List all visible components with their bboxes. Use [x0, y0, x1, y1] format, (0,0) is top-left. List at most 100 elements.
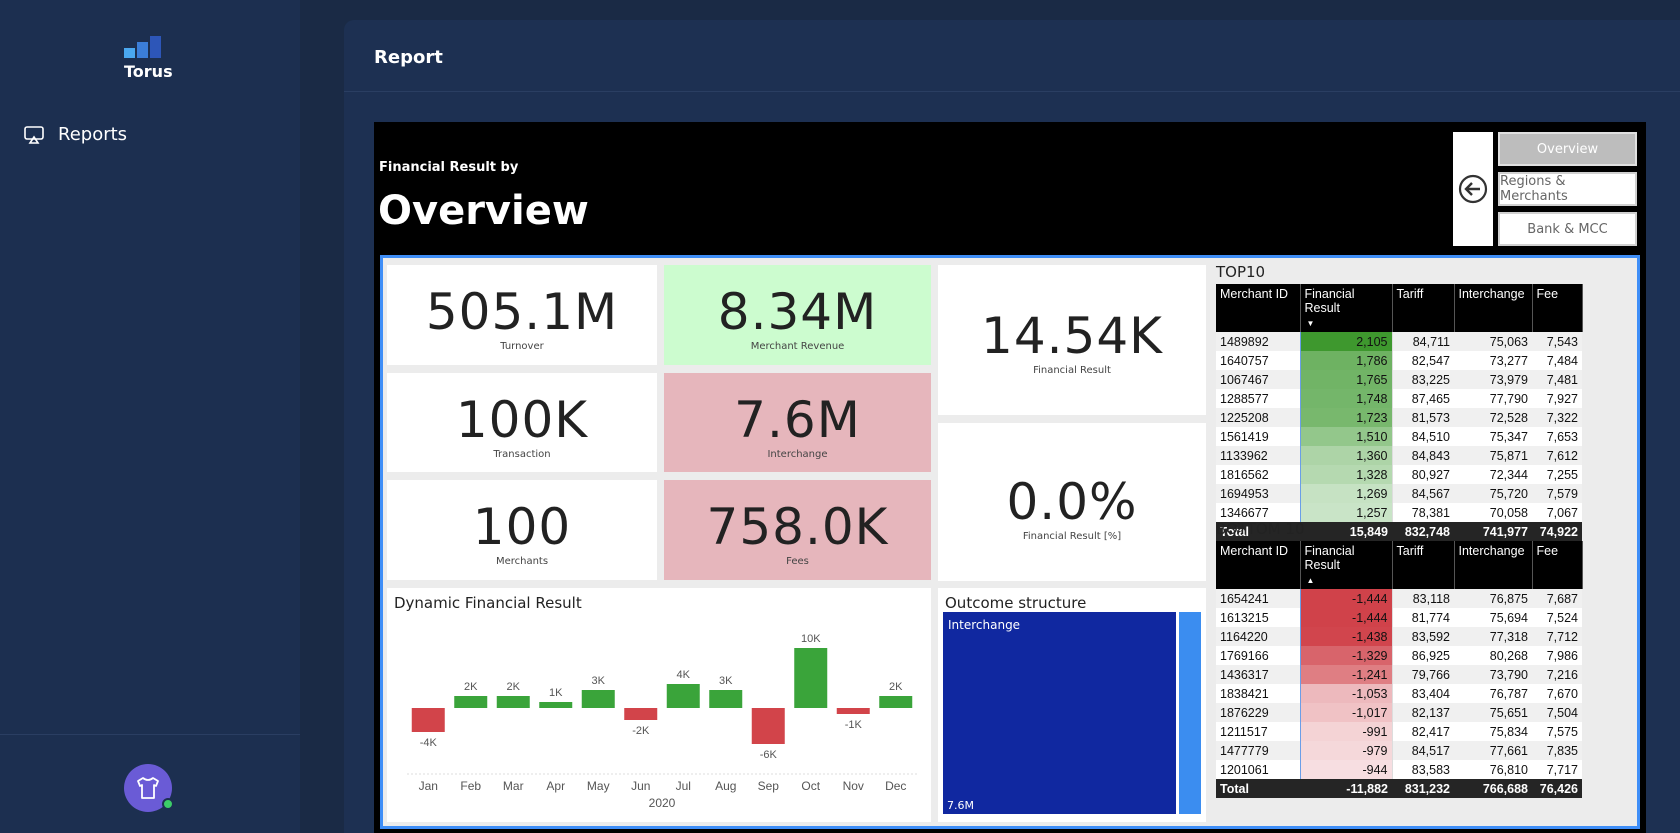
table-cell: 1694953 — [1216, 484, 1300, 503]
kpi-merchants[interactable]: 100 Merchants — [387, 480, 657, 580]
kpi-financial-result-pct[interactable]: 0.0% Financial Result [%] — [938, 423, 1206, 581]
table-row[interactable]: 1436317 -1,241 79,766 73,790 7,216 — [1216, 665, 1582, 684]
dynamic-financial-result-chart[interactable]: Dynamic Financial Result -4K Jan 2K Feb 2K Ma… — [387, 588, 931, 822]
kpi-fees[interactable]: 758.0K Fees — [664, 480, 931, 580]
kpi-label: Turnover — [500, 341, 544, 352]
nav-button-overview[interactable]: Overview — [1498, 132, 1637, 166]
bar-sep[interactable] — [751, 708, 785, 744]
treemap-other-block[interactable] — [1179, 612, 1201, 814]
table-cell: 7,481 — [1532, 370, 1582, 389]
column-header[interactable]: Tariff — [1392, 284, 1455, 332]
table-row[interactable]: 1164220 -1,438 83,592 77,318 7,712 — [1216, 627, 1582, 646]
bar-feb[interactable] — [454, 696, 488, 708]
kpi-transaction[interactable]: 100K Transaction — [387, 373, 657, 472]
torus-logo-icon[interactable] — [122, 36, 178, 82]
bar-apr[interactable] — [539, 702, 573, 708]
bottom10-title: BOTTOM 10 — [1216, 520, 1305, 538]
table-row[interactable]: 1133962 1,360 84,843 75,871 7,612 — [1216, 446, 1582, 465]
bar-jul[interactable] — [666, 684, 700, 708]
table-cell: 1,723 — [1299, 408, 1393, 427]
table-cell: 76,426 — [1532, 779, 1582, 798]
table-cell: 82,137 — [1392, 703, 1454, 722]
table-cell: 1,269 — [1299, 484, 1393, 503]
table-cell: 77,661 — [1454, 741, 1532, 760]
kpi-merchant-revenue[interactable]: 8.34M Merchant Revenue — [664, 265, 931, 365]
table-cell: 84,517 — [1392, 741, 1454, 760]
x-tick-label: May — [587, 779, 610, 793]
bar-oct[interactable] — [794, 648, 828, 708]
kpi-interchange[interactable]: 7.6M Interchange — [664, 373, 931, 472]
column-header[interactable]: Interchange — [1454, 541, 1533, 589]
table-cell: 72,528 — [1454, 408, 1532, 427]
table-row[interactable]: 1769166 -1,329 86,925 80,268 7,986 — [1216, 646, 1582, 665]
table-cell: 7,612 — [1532, 446, 1582, 465]
bar-may[interactable] — [581, 690, 615, 708]
nav-button-regions-merchants[interactable]: Regions & Merchants — [1498, 172, 1637, 206]
table-cell: 1769166 — [1216, 646, 1300, 665]
kpi-value: 8.34M — [717, 283, 878, 341]
column-header[interactable]: Financial Result ▼ — [1300, 284, 1393, 332]
column-header[interactable]: Fee — [1532, 284, 1583, 332]
table-cell: -1,241 — [1299, 665, 1393, 684]
sidebar-item-reports[interactable]: Reports — [24, 124, 127, 145]
x-tick-label: Apr — [546, 779, 565, 793]
table-row[interactable]: 1876229 -1,017 82,137 75,651 7,504 — [1216, 703, 1582, 722]
bar-aug[interactable] — [709, 690, 743, 708]
bar-mar[interactable] — [496, 696, 530, 708]
table-row[interactable]: 1288577 1,748 87,465 77,790 7,927 — [1216, 389, 1582, 408]
table-row[interactable]: 1201061 -944 83,583 76,810 7,717 — [1216, 760, 1582, 779]
back-button[interactable] — [1453, 132, 1493, 246]
table-row[interactable]: 1640757 1,786 82,547 73,277 7,484 — [1216, 351, 1582, 370]
table-row[interactable]: 1654241 -1,444 83,118 76,875 7,687 — [1216, 589, 1582, 608]
bar-nov[interactable] — [836, 708, 870, 714]
table-row[interactable]: 1477779 -979 84,517 77,661 7,835 — [1216, 741, 1582, 760]
table-cell: 76,875 — [1454, 589, 1532, 608]
table-row[interactable]: 1613215 -1,444 81,774 75,694 7,524 — [1216, 608, 1582, 627]
sidebar: Torus Reports — [0, 0, 300, 833]
outcome-structure-chart[interactable]: Outcome structure Interchange 7.6M — [938, 588, 1206, 822]
table-row[interactable]: 1694953 1,269 84,567 75,720 7,579 — [1216, 484, 1582, 503]
treemap-label: Interchange — [948, 618, 1021, 632]
bar-dec[interactable] — [879, 696, 913, 708]
column-header[interactable]: Tariff — [1392, 541, 1455, 589]
table-cell: 1,510 — [1299, 427, 1393, 446]
table-row[interactable]: 1225208 1,723 81,573 72,528 7,322 — [1216, 408, 1582, 427]
column-header[interactable]: Merchant ID — [1216, 284, 1301, 332]
x-axis-label: 2020 — [649, 796, 676, 810]
online-status-icon — [162, 798, 174, 810]
column-header[interactable]: Fee — [1532, 541, 1583, 589]
table-cell: 70,058 — [1454, 503, 1532, 522]
table-row[interactable]: 1838421 -1,053 83,404 76,787 7,670 — [1216, 684, 1582, 703]
table-cell: 7,717 — [1532, 760, 1582, 779]
kpi-financial-result[interactable]: 14.54K Financial Result — [938, 265, 1206, 415]
kpi-turnover[interactable]: 505.1M Turnover — [387, 265, 657, 365]
table-cell: 7,216 — [1532, 665, 1582, 684]
table-row[interactable]: 1561419 1,510 84,510 75,347 7,653 — [1216, 427, 1582, 446]
bar-chart-svg: -4K Jan 2K Feb 2K Mar 1K Apr 3K May -2K Jun 4K Jul 3K A… — [407, 633, 917, 810]
table-row[interactable]: 1489892 2,105 84,711 75,063 7,543 — [1216, 332, 1582, 351]
table-cell: -11,882 — [1300, 779, 1392, 798]
table-cell: 82,417 — [1392, 722, 1454, 741]
table-cell: 77,790 — [1454, 389, 1532, 408]
sort-icon: ▼ — [1306, 319, 1315, 328]
column-header[interactable]: Interchange — [1454, 284, 1533, 332]
bar-jun[interactable] — [624, 708, 658, 720]
table-row[interactable]: 1346677 1,257 78,381 70,058 7,067 — [1216, 503, 1582, 522]
treemap-interchange-block[interactable]: Interchange 7.6M — [943, 612, 1176, 814]
nav-button-bank-mcc[interactable]: Bank & MCC — [1498, 212, 1637, 246]
bottom10-table: BOTTOM 10 Merchant ID Financial Result ▲ Ta… — [1216, 520, 1583, 798]
table-row[interactable]: 1211517 -991 82,417 75,834 7,575 — [1216, 722, 1582, 741]
table-cell: 1225208 — [1216, 408, 1300, 427]
column-header[interactable]: Financial Result ▲ — [1300, 541, 1393, 589]
table-cell: 7,504 — [1532, 703, 1582, 722]
table-cell: 1,765 — [1299, 370, 1393, 389]
table-cell: -1,017 — [1299, 703, 1393, 722]
treemap-value: 7.6M — [947, 799, 974, 812]
avatar[interactable] — [124, 764, 174, 812]
column-header[interactable]: Merchant ID — [1216, 541, 1301, 589]
table-row[interactable]: 1067467 1,765 83,225 73,979 7,481 — [1216, 370, 1582, 389]
bar-jan[interactable] — [411, 708, 445, 732]
reports-icon — [24, 125, 44, 144]
table-row[interactable]: 1816562 1,328 80,927 72,344 7,255 — [1216, 465, 1582, 484]
table-cell: 78,381 — [1392, 503, 1454, 522]
